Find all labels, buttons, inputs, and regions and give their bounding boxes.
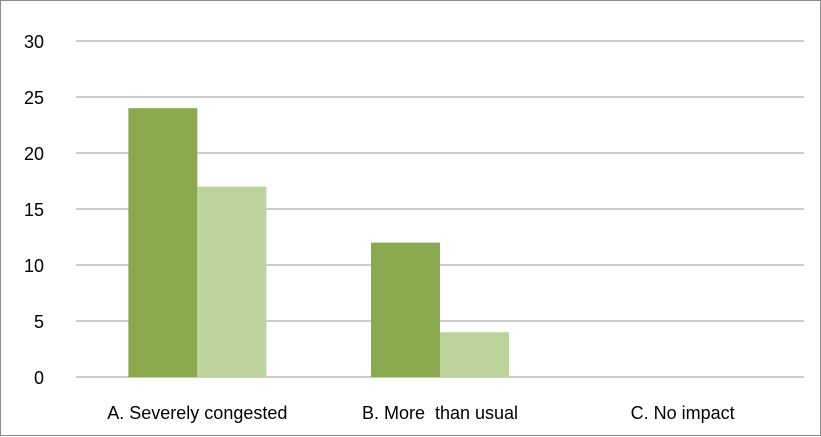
y-tick-label: 30 <box>24 32 44 52</box>
bar-series2-cat2 <box>440 332 509 377</box>
bar-series1-cat1 <box>128 108 198 377</box>
y-axis-tick-labels: 0 5 10 15 20 25 30 <box>24 32 44 388</box>
y-tick-label: 15 <box>24 200 44 220</box>
x-category-label: A. Severely congested <box>107 403 287 423</box>
y-tick-label: 0 <box>34 368 44 388</box>
y-tick-label: 25 <box>24 88 44 108</box>
y-tick-label: 20 <box>24 144 44 164</box>
y-tick-label: 10 <box>24 256 44 276</box>
x-category-label: B. More than usual <box>362 403 518 423</box>
x-axis-category-labels: A. Severely congested B. More than usual C… <box>107 403 734 423</box>
bar-series2-cat1 <box>197 186 267 377</box>
bar-series1-cat2 <box>371 242 440 377</box>
y-tick-label: 5 <box>34 312 44 332</box>
x-category-label: C. No impact <box>631 403 735 423</box>
bars <box>128 108 509 377</box>
